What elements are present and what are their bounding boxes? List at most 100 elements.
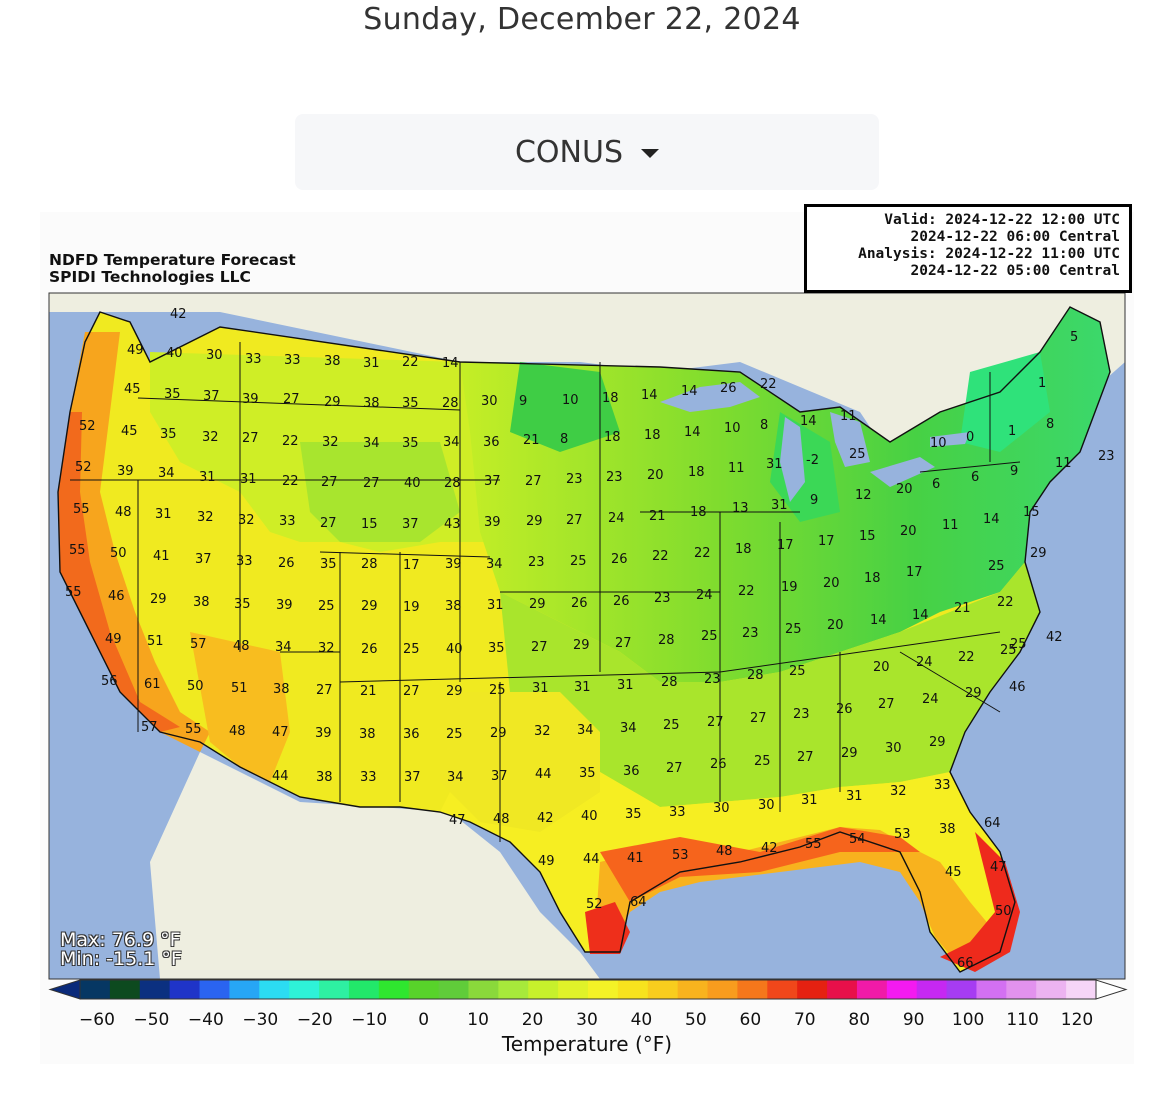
temperature-value: 22 <box>997 595 1014 610</box>
temperature-value: 29 <box>526 514 543 529</box>
temperature-value: 33 <box>284 353 301 368</box>
colorbar-tick: −10 <box>351 1010 388 1030</box>
temperature-value: 39 <box>276 598 293 613</box>
temperature-value: 29 <box>446 684 463 699</box>
temperature-value: 22 <box>694 546 711 561</box>
temperature-value: 45 <box>945 865 962 880</box>
temperature-value: 57 <box>141 720 158 735</box>
temperature-value: 23 <box>1098 449 1115 464</box>
temperature-value: 15 <box>1023 505 1040 520</box>
temperature-value: 33 <box>279 514 296 529</box>
temperature-value: 25 <box>754 754 771 769</box>
temperature-value: 44 <box>583 852 600 867</box>
temperature-value: 30 <box>885 741 902 756</box>
temperature-value: 23 <box>606 470 623 485</box>
southern-transition-zone <box>500 562 1040 807</box>
temperature-value: 56 <box>101 674 118 689</box>
temperature-value: 47 <box>272 725 289 740</box>
temperature-value: 10 <box>562 393 579 408</box>
temperature-value: 25 <box>663 718 680 733</box>
region-selector[interactable]: CONUS <box>295 114 879 190</box>
temperature-value: 35 <box>164 387 181 402</box>
temperature-value: 48 <box>229 724 246 739</box>
colorbar-tick: −40 <box>187 1010 224 1030</box>
temperature-value: 20 <box>827 618 844 633</box>
temperature-value: 23 <box>742 626 759 641</box>
temperature-value: 64 <box>984 816 1001 831</box>
temperature-value: 50 <box>995 904 1012 919</box>
colorbar-high-extend <box>1095 979 1128 1000</box>
temperature-value: 35 <box>402 436 419 451</box>
temperature-value: 32 <box>238 513 255 528</box>
colorbar-segment <box>976 980 1007 999</box>
temperature-value: 10 <box>724 421 741 436</box>
temperature-value: 23 <box>528 555 545 570</box>
temperature-value: 64 <box>630 895 647 910</box>
colorbar-segment <box>408 980 440 999</box>
canada-land <box>49 293 1125 472</box>
temperature-value: 55 <box>805 837 822 852</box>
colorbar-segment <box>528 980 559 999</box>
temperature-value: 17 <box>818 534 835 549</box>
temperature-value: 23 <box>793 707 810 722</box>
map-title: NDFD Temperature Forecast SPIDI Technolo… <box>49 252 296 286</box>
temperature-value: 37 <box>491 769 508 784</box>
temperature-value: 19 <box>403 600 420 615</box>
temperature-value: 54 <box>849 832 866 847</box>
california-warm-zone <box>58 332 210 752</box>
temperature-value: 49 <box>538 854 555 869</box>
temperature-value: 22 <box>760 377 777 392</box>
map-title-line: NDFD Temperature Forecast <box>49 251 296 269</box>
lake-erie <box>870 457 935 487</box>
temperature-value: 35 <box>234 597 251 612</box>
colorbar-segment <box>1006 980 1037 999</box>
temperature-value: 31 <box>801 793 818 808</box>
temperature-value: 48 <box>716 844 733 859</box>
colorbar-segment <box>946 980 977 999</box>
colorbar-tick: 120 <box>1060 1010 1094 1030</box>
colorbar-segment <box>378 980 410 999</box>
temperature-value: 29 <box>1030 546 1047 561</box>
colorbar-tick: 90 <box>902 1010 925 1030</box>
temperature-value: 55 <box>69 543 86 558</box>
florida-hot-coast <box>940 832 1020 972</box>
temperature-value: 42 <box>170 307 187 322</box>
temperature-value: 26 <box>710 757 727 772</box>
temperature-value: 14 <box>912 608 929 623</box>
colorbar-tick: 100 <box>951 1010 985 1030</box>
new-york-cold-zone <box>960 352 1050 452</box>
temperature-value: 37 <box>484 474 501 489</box>
colorbar-tick: 80 <box>848 1010 871 1030</box>
temperature-value: 35 <box>579 766 596 781</box>
temperature-value: 48 <box>493 812 510 827</box>
temperature-value: 32 <box>322 435 339 450</box>
temperature-value: 33 <box>934 778 951 793</box>
colorbar-frame <box>79 979 1097 1000</box>
temperature-value: 9 <box>1010 464 1018 479</box>
colorbar-segment <box>588 980 619 999</box>
temperature-value: 40 <box>166 346 183 361</box>
temperature-value: 17 <box>906 565 923 580</box>
temperature-value: 22 <box>282 474 299 489</box>
temperature-value: 26 <box>836 702 853 717</box>
temperature-value: 6 <box>932 477 940 492</box>
temperature-value: 42 <box>761 841 778 856</box>
temperature-value: 21 <box>954 601 971 616</box>
temperature-value: 25 <box>403 642 420 657</box>
temperature-value: 38 <box>363 396 380 411</box>
temperature-value: 27 <box>750 711 767 726</box>
temperature-value: 1 <box>1008 424 1016 439</box>
temperature-value: 37 <box>402 517 419 532</box>
temperature-value: 26 <box>278 556 295 571</box>
temperature-value: 18 <box>604 430 621 445</box>
temperature-value: 29 <box>965 686 982 701</box>
temperature-value: 15 <box>361 517 378 532</box>
temperature-value: 30 <box>206 348 223 363</box>
temperature-value: 42 <box>537 811 554 826</box>
colorbar-segment <box>468 980 499 999</box>
map-subtitle-line: SPIDI Technologies LLC <box>49 268 251 286</box>
temperature-value: 21 <box>523 433 540 448</box>
temperature-value: 27 <box>566 513 583 528</box>
temperature-value: 38 <box>324 354 341 369</box>
rockies-cool-zone <box>300 442 460 542</box>
